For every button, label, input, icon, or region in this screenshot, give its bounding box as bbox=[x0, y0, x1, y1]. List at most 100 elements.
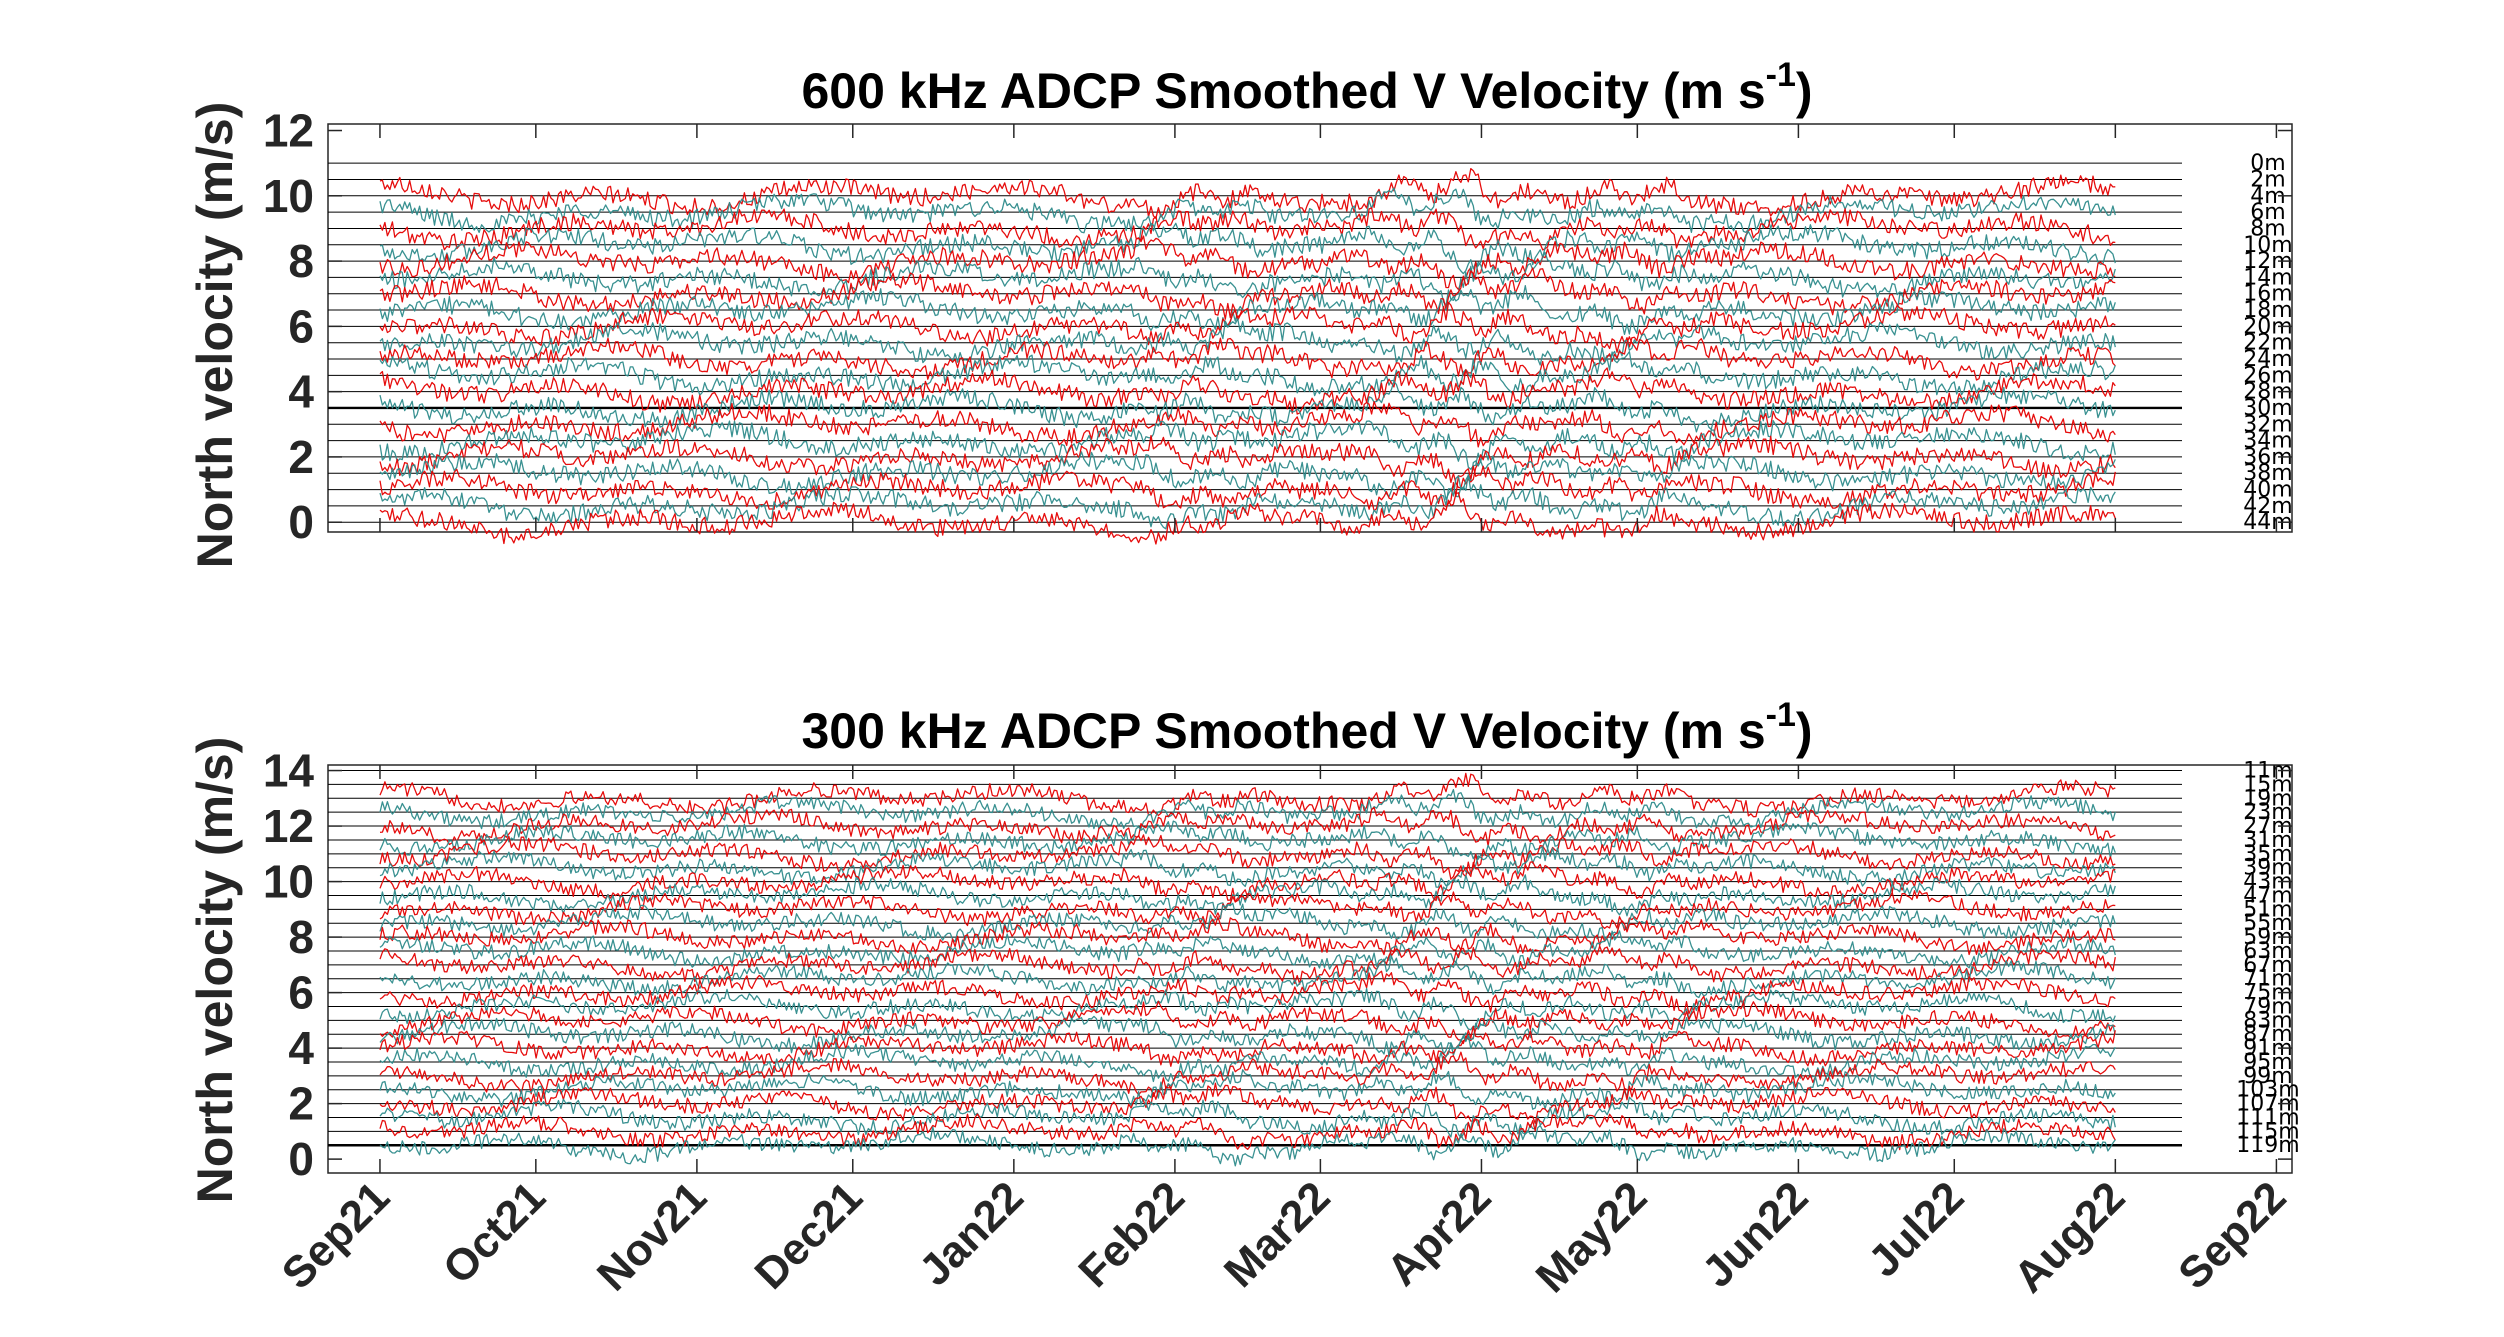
depth-label: 34m bbox=[2243, 429, 2292, 454]
velocity-series-12m bbox=[379, 235, 2116, 291]
depth-label: 63m bbox=[2243, 939, 2292, 964]
series-600khz bbox=[379, 167, 2116, 545]
depth-label: 79m bbox=[2243, 994, 2292, 1019]
y-ticks-600khz: 0 2 4 6 8 10 12 bbox=[263, 105, 2292, 548]
velocity-series-34m bbox=[379, 420, 2116, 470]
chart-title-600khz: 600 kHz ADCP Smoothed V Velocity (m s-1) bbox=[801, 56, 1812, 119]
chart-600khz: 600 kHz ADCP Smoothed V Velocity (m s-1)… bbox=[187, 56, 2293, 568]
depth-labels-600khz: 0m2m4m6m8m10m12m14m16m18m20m22m24m26m28m… bbox=[2243, 151, 2292, 535]
x-tick-label: Apr22 bbox=[1378, 1172, 1501, 1295]
velocity-series-26m bbox=[379, 350, 2116, 397]
velocity-series-8m bbox=[379, 207, 2116, 251]
velocity-series-23m bbox=[379, 788, 2116, 830]
x-tick-label: Dec21 bbox=[746, 1172, 872, 1298]
x-tick-label: Feb22 bbox=[1069, 1172, 1194, 1297]
depth-label: 19m bbox=[2243, 786, 2292, 811]
x-tick-marks-600khz bbox=[379, 124, 2278, 532]
depth-label: 67m bbox=[2243, 953, 2292, 978]
depth-label: 115m bbox=[2236, 1119, 2299, 1144]
depth-label: 35m bbox=[2243, 842, 2292, 867]
depth-label: 18m bbox=[2243, 298, 2292, 323]
depth-label: 95m bbox=[2243, 1050, 2292, 1075]
velocity-series-119m bbox=[379, 1124, 2116, 1167]
x-tick-label: Jan22 bbox=[910, 1172, 1033, 1295]
x-tick-marks-300khz bbox=[379, 765, 2278, 1173]
depth-label: 83m bbox=[2243, 1008, 2292, 1033]
x-tick-label: Aug22 bbox=[2005, 1172, 2135, 1302]
velocity-series-24m bbox=[379, 336, 2116, 381]
velocity-series-83m bbox=[379, 1000, 2116, 1045]
velocity-series-32m bbox=[379, 400, 2116, 448]
depth-label: 51m bbox=[2243, 897, 2292, 922]
velocity-series-75m bbox=[379, 970, 2116, 1016]
y-tick-label: 0 bbox=[288, 1133, 314, 1185]
velocity-series-35m bbox=[379, 834, 2116, 880]
x-tick-label: Mar22 bbox=[1215, 1172, 1340, 1297]
x-tick-label: Nov21 bbox=[588, 1172, 716, 1300]
depth-label: 39m bbox=[2243, 856, 2292, 881]
velocity-series-55m bbox=[379, 902, 2116, 943]
x-tick-label: Sep22 bbox=[2169, 1172, 2295, 1298]
x-tick-label: Jul22 bbox=[1859, 1172, 1973, 1286]
y-tick-label: 12 bbox=[263, 105, 314, 157]
depth-label: 40m bbox=[2243, 478, 2292, 503]
depth-label: 16m bbox=[2243, 282, 2292, 307]
depth-label: 87m bbox=[2243, 1022, 2292, 1047]
depth-label: 23m bbox=[2243, 800, 2292, 825]
y-tick-label: 10 bbox=[263, 856, 314, 908]
velocity-series-36m bbox=[379, 434, 2116, 489]
velocity-series-87m bbox=[379, 1015, 2116, 1057]
velocity-series-28m bbox=[379, 367, 2116, 415]
velocity-series-103m bbox=[379, 1069, 2116, 1110]
x-tick-label: Jun22 bbox=[1693, 1172, 1818, 1297]
depth-label: 10m bbox=[2243, 233, 2292, 258]
depth-label: 42m bbox=[2243, 494, 2292, 519]
velocity-series-67m bbox=[379, 945, 2116, 985]
y-tick-label: 4 bbox=[288, 366, 314, 418]
y-tick-label: 2 bbox=[288, 1078, 314, 1130]
depth-label: 0m bbox=[2250, 151, 2285, 176]
depth-label: 111m bbox=[2236, 1105, 2299, 1130]
velocity-series-10m bbox=[379, 222, 2116, 275]
depth-label: 99m bbox=[2243, 1064, 2292, 1089]
x-tick-label: Sep21 bbox=[273, 1172, 399, 1298]
depth-label: 14m bbox=[2243, 265, 2292, 290]
y-tick-label: 10 bbox=[263, 170, 314, 222]
depth-label: 55m bbox=[2243, 911, 2292, 936]
y-tick-label: 8 bbox=[288, 911, 314, 963]
velocity-series-51m bbox=[379, 890, 2116, 931]
depth-label: 15m bbox=[2243, 772, 2292, 797]
velocity-series-4m bbox=[379, 167, 2116, 219]
y-tick-label: 6 bbox=[288, 300, 314, 352]
velocity-series-71m bbox=[379, 955, 2116, 999]
y-axis-label-300khz: North velocity (m/s) bbox=[187, 737, 243, 1204]
y-tick-label: 6 bbox=[288, 967, 314, 1019]
depth-label: 26m bbox=[2243, 363, 2292, 388]
chart-title-300khz: 300 kHz ADCP Smoothed V Velocity (m s-1) bbox=[801, 696, 1812, 759]
depth-label: 30m bbox=[2243, 396, 2292, 421]
y-tick-label: 0 bbox=[288, 496, 314, 548]
velocity-series-22m bbox=[379, 318, 2116, 366]
depth-labels-300khz: 11m15m19m23m27m31m35m39m43m47m51m55m59m6… bbox=[2236, 759, 2299, 1159]
velocity-series-6m bbox=[379, 187, 2116, 234]
depth-label: 6m bbox=[2250, 200, 2285, 225]
y-tick-label: 8 bbox=[288, 235, 314, 287]
y-tick-label: 14 bbox=[263, 745, 315, 797]
velocity-series-107m bbox=[379, 1082, 2116, 1125]
velocity-series-44m bbox=[379, 492, 2116, 545]
y-tick-label: 2 bbox=[288, 431, 314, 483]
series-300khz bbox=[379, 772, 2116, 1167]
velocity-series-14m bbox=[379, 251, 2116, 307]
velocity-series-63m bbox=[379, 930, 2116, 970]
depth-label: 71m bbox=[2243, 967, 2292, 992]
depth-label: 24m bbox=[2243, 347, 2292, 372]
velocity-series-39m bbox=[379, 846, 2116, 888]
depth-label: 119m bbox=[2236, 1133, 2299, 1158]
y-tick-label: 12 bbox=[263, 800, 314, 852]
y-tick-label: 4 bbox=[288, 1022, 314, 1074]
velocity-series-42m bbox=[379, 474, 2116, 530]
depth-label: 31m bbox=[2243, 828, 2292, 853]
x-tick-label: Oct21 bbox=[434, 1172, 555, 1293]
velocity-series-59m bbox=[379, 916, 2116, 957]
